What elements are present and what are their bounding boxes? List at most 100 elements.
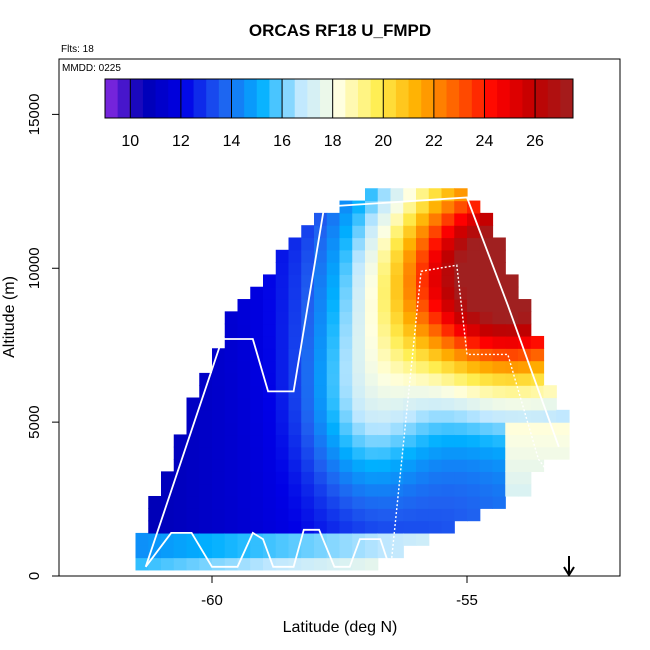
heatmap-cell [275, 323, 290, 337]
heatmap-cell [250, 397, 264, 411]
heatmap-cell [390, 409, 404, 423]
heatmap-cell [326, 532, 341, 546]
heatmap-cell [339, 459, 353, 472]
heatmap-cell [479, 422, 494, 436]
heatmap-cell [288, 434, 302, 448]
heatmap-cell [314, 335, 328, 349]
heatmap-cell [467, 360, 481, 374]
heatmap-cell [186, 557, 200, 571]
heatmap-cell [492, 446, 506, 460]
heatmap-cell [365, 262, 379, 276]
heatmap-cell [352, 409, 366, 423]
heatmap-cell [339, 508, 353, 522]
colorbar-tick-label: 16 [273, 133, 291, 150]
colorbar-tick-label: 18 [324, 133, 342, 150]
heatmap-cell [301, 557, 315, 571]
colorbar-swatch [282, 79, 296, 118]
heatmap-cell [237, 409, 251, 423]
colorbar-swatch [383, 79, 397, 118]
heatmap-cell [288, 311, 302, 325]
heatmap-cell [288, 274, 302, 288]
heatmap-cell [199, 397, 213, 411]
heatmap-cell [492, 397, 506, 411]
heatmap-cell [199, 446, 213, 460]
heatmap-cell [543, 446, 557, 460]
heatmap-cell [237, 483, 251, 497]
heatmap-cell [288, 249, 302, 263]
heatmap-cell [301, 237, 315, 251]
heatmap-cell [530, 422, 545, 436]
heatmap-cell [275, 311, 290, 325]
heatmap-cell [479, 299, 494, 312]
heatmap-cell [441, 446, 455, 460]
heatmap-cell [518, 385, 532, 399]
heatmap-cell [416, 459, 430, 472]
heatmap-cell [250, 299, 264, 312]
heatmap-cell [390, 434, 404, 448]
heatmap-cell [365, 372, 379, 386]
heatmap-cell [199, 422, 213, 436]
heatmap-cell [454, 348, 468, 362]
heatmap-cell [224, 335, 239, 349]
colorbar-swatch [307, 79, 321, 118]
heatmap-cell [326, 434, 341, 448]
heatmap-cell [173, 532, 188, 546]
heatmap-cell [530, 360, 545, 374]
heatmap-cell [339, 299, 353, 312]
heatmap-cell [479, 495, 494, 509]
heatmap-cell [212, 471, 226, 485]
heatmap-cell [339, 397, 353, 411]
heatmap-cell [454, 409, 468, 423]
heatmap-cell [530, 446, 545, 460]
heatmap-cell [403, 262, 417, 276]
heatmap-cell [224, 495, 239, 509]
heatmap-cell [428, 409, 443, 423]
heatmap-cell [199, 532, 213, 546]
heatmap-cell [505, 397, 519, 411]
heatmap-cell [492, 360, 506, 374]
heatmap-cell [237, 495, 251, 509]
colorbar-swatch [535, 79, 549, 118]
heatmap-cell [326, 237, 341, 251]
heatmap-cell [518, 299, 532, 312]
heatmap-cell [428, 372, 443, 386]
heatmap-cell [314, 286, 328, 300]
heatmap-cell [314, 459, 328, 472]
heatmap-cell [250, 311, 264, 325]
heatmap-cell [288, 422, 302, 436]
heatmap-cell [224, 459, 239, 472]
heatmap-cell [199, 495, 213, 509]
heatmap-cell [365, 323, 379, 337]
heatmap-cell [441, 274, 455, 288]
heatmap-cell [479, 360, 494, 374]
heatmap-cell [339, 471, 353, 485]
heatmap-cell [377, 495, 392, 509]
heatmap-cell [301, 385, 315, 399]
heatmap-cell [301, 372, 315, 386]
heatmap-cell [454, 323, 468, 337]
heatmap-cell [224, 348, 239, 362]
heatmap-cell [326, 495, 341, 509]
heatmap-cell [339, 286, 353, 300]
heatmap-cell [352, 249, 366, 263]
heatmap-cell [365, 434, 379, 448]
heatmap-cell [186, 397, 200, 411]
colorbar-swatch [256, 79, 270, 118]
heatmap-cell [148, 495, 162, 509]
heatmap-cell [339, 434, 353, 448]
heatmap-cell [479, 212, 494, 226]
heatmap-cell [454, 385, 468, 399]
colorbar-swatch [547, 79, 561, 118]
colorbar-swatch [269, 79, 283, 118]
colorbar-swatch [408, 79, 422, 118]
heatmap-cell [390, 212, 404, 226]
heatmap-cell [224, 446, 239, 460]
heatmap-cell [390, 299, 404, 312]
heatmap-cell [352, 286, 366, 300]
heatmap-cell [467, 237, 481, 251]
heatmap-cell [518, 311, 532, 325]
heatmap-cell [428, 212, 443, 226]
heatmap-cell [352, 471, 366, 485]
heatmap-cell [428, 397, 443, 411]
colorbar-tick-label: 26 [526, 133, 544, 150]
